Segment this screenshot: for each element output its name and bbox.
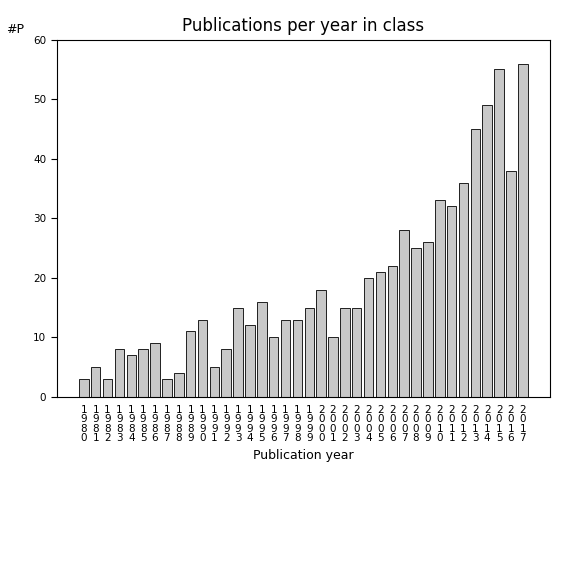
Bar <box>399 230 409 397</box>
Bar <box>518 64 527 397</box>
Y-axis label: #P: #P <box>6 23 24 36</box>
Bar <box>115 349 124 397</box>
Bar <box>103 379 112 397</box>
Bar <box>364 278 373 397</box>
Bar <box>126 355 136 397</box>
Bar <box>186 331 196 397</box>
Bar <box>483 105 492 397</box>
Bar <box>293 320 302 397</box>
Bar <box>423 242 433 397</box>
Bar <box>304 308 314 397</box>
Title: Publications per year in class: Publications per year in class <box>182 18 425 35</box>
Bar <box>91 367 100 397</box>
Bar <box>447 206 456 397</box>
Bar <box>162 379 172 397</box>
Bar <box>388 266 397 397</box>
X-axis label: Publication year: Publication year <box>253 449 354 462</box>
Bar <box>234 308 243 397</box>
Bar <box>352 308 362 397</box>
Bar <box>435 200 445 397</box>
Bar <box>316 290 326 397</box>
Bar <box>376 272 385 397</box>
Bar <box>459 183 468 397</box>
Bar <box>269 337 278 397</box>
Bar <box>222 349 231 397</box>
Bar <box>138 349 148 397</box>
Bar <box>494 69 504 397</box>
Bar <box>210 367 219 397</box>
Bar <box>506 171 516 397</box>
Bar <box>174 373 184 397</box>
Bar <box>471 129 480 397</box>
Bar <box>198 320 208 397</box>
Bar <box>150 344 160 397</box>
Bar <box>257 302 266 397</box>
Bar <box>340 308 350 397</box>
Bar <box>79 379 88 397</box>
Bar <box>328 337 338 397</box>
Bar <box>411 248 421 397</box>
Bar <box>281 320 290 397</box>
Bar <box>245 325 255 397</box>
